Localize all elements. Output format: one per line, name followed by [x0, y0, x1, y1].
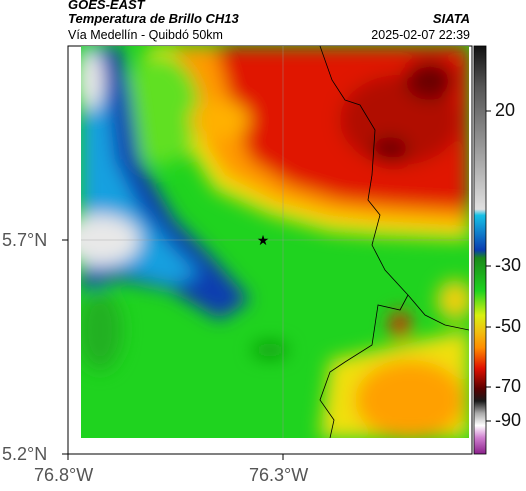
- lat-tick-label: 5.7°N: [2, 230, 48, 250]
- route-subtitle: Vía Medellín - Quibdó 50km: [68, 28, 223, 42]
- lon-tick-label: 76.8°W: [34, 465, 94, 485]
- temperature-field: [81, 46, 469, 438]
- lon-tick-label: 76.3°W: [249, 465, 309, 485]
- colorbar-tick-label: -90: [495, 410, 522, 430]
- timestamp-label: 2025-02-07 22:39: [371, 28, 470, 42]
- colorbar-tick-label: -50: [495, 316, 522, 336]
- colorbar-tick-label: -30: [495, 255, 522, 275]
- colorbar-tick-label: 20: [495, 100, 516, 120]
- satellite-title: GOES-EAST: [68, 0, 145, 12]
- product-title: Temperatura de Brillo CH13: [68, 11, 239, 26]
- star-icon: ★: [257, 233, 270, 249]
- colorbar-tick-label: -70: [495, 376, 522, 396]
- agency-label: SIATA: [432, 11, 470, 26]
- colorbar: [473, 45, 487, 455]
- lat-tick-label: 5.2°N: [2, 444, 48, 464]
